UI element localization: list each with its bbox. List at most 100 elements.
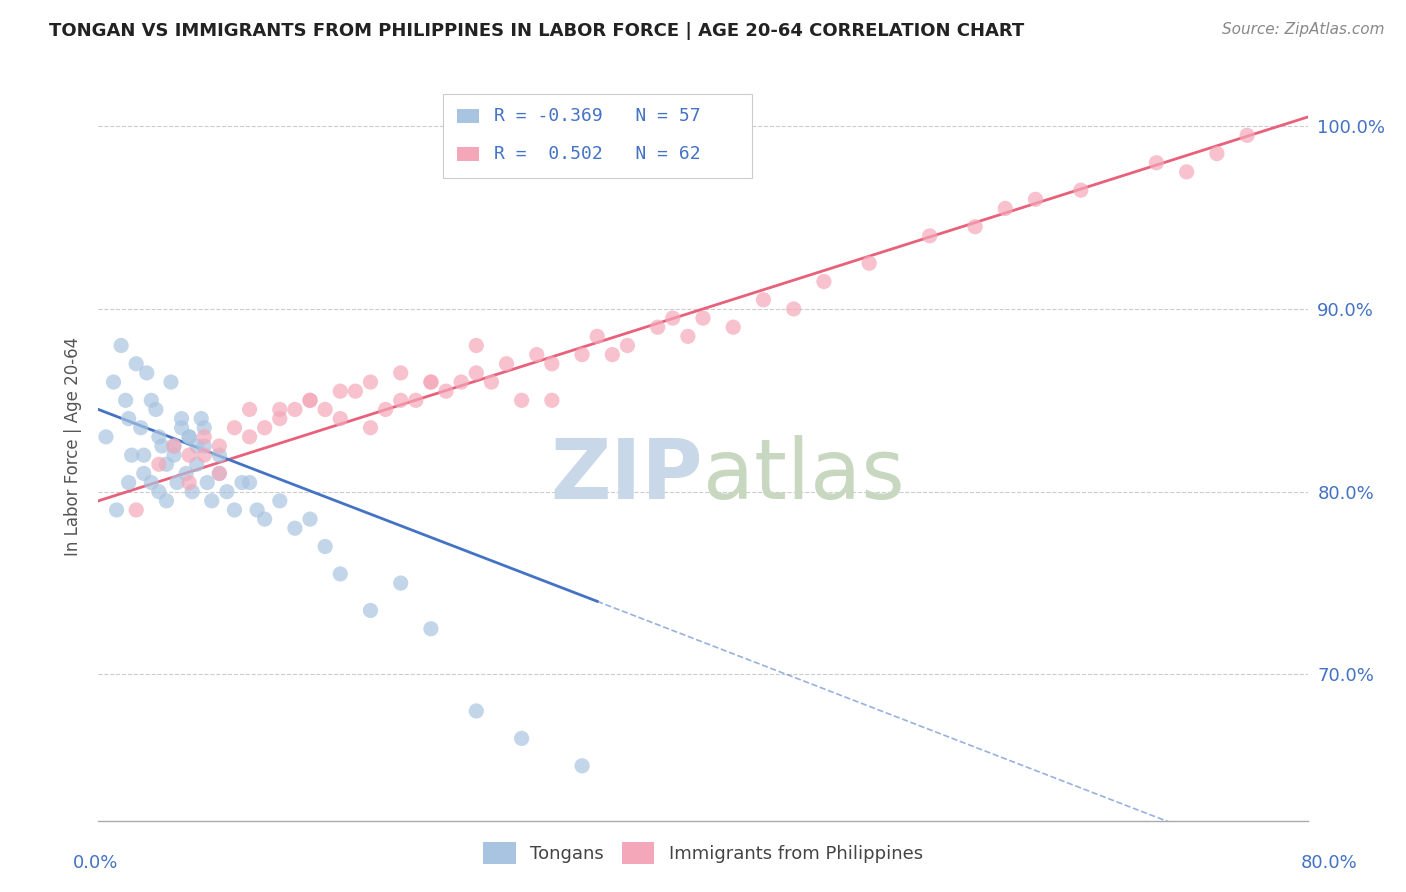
Point <box>813 275 835 289</box>
Point <box>186 457 208 471</box>
Point <box>179 475 201 490</box>
Point <box>129 421 152 435</box>
Point <box>114 393 136 408</box>
Point <box>465 366 488 380</box>
Point <box>571 759 593 773</box>
Point <box>389 366 412 380</box>
Y-axis label: In Labor Force | Age 20-64: In Labor Force | Age 20-64 <box>63 336 82 556</box>
Point <box>163 439 186 453</box>
Point <box>125 503 148 517</box>
Point <box>246 503 269 517</box>
Point <box>208 439 231 453</box>
Point <box>166 475 188 490</box>
Point <box>284 521 307 535</box>
Point <box>141 475 163 490</box>
Point <box>193 439 215 453</box>
Point <box>299 393 322 408</box>
Point <box>195 475 218 490</box>
Point <box>148 484 170 499</box>
Point <box>170 421 193 435</box>
Point <box>495 357 517 371</box>
Point <box>329 411 352 425</box>
Point <box>661 311 683 326</box>
Point <box>344 384 367 399</box>
Point <box>118 475 141 490</box>
Point <box>224 503 246 517</box>
Point <box>103 375 125 389</box>
Point <box>269 493 291 508</box>
Point <box>1024 192 1046 206</box>
Point <box>374 402 396 417</box>
Point <box>1206 146 1229 161</box>
Point <box>676 329 699 343</box>
Point <box>181 484 204 499</box>
Point <box>132 467 155 481</box>
Point <box>918 228 941 243</box>
Point <box>389 576 412 591</box>
Point <box>692 311 714 326</box>
Point <box>540 393 562 408</box>
Point <box>163 448 186 462</box>
Point <box>1236 128 1258 143</box>
Point <box>465 338 488 352</box>
Legend: Tongans, Immigrants from Philippines: Tongans, Immigrants from Philippines <box>475 835 931 871</box>
Point <box>239 430 262 444</box>
Point <box>647 320 669 334</box>
Point <box>420 622 443 636</box>
Point <box>723 320 745 334</box>
Point <box>94 430 117 444</box>
Point <box>526 348 548 362</box>
Point <box>314 402 336 417</box>
Point <box>602 348 624 362</box>
Point <box>465 704 488 718</box>
Point <box>141 393 163 408</box>
Point <box>179 430 201 444</box>
Point <box>1175 165 1198 179</box>
Text: TONGAN VS IMMIGRANTS FROM PHILIPPINES IN LABOR FORCE | AGE 20-64 CORRELATION CHA: TONGAN VS IMMIGRANTS FROM PHILIPPINES IN… <box>49 22 1025 40</box>
Point <box>208 467 231 481</box>
Point <box>389 393 412 408</box>
Text: Source: ZipAtlas.com: Source: ZipAtlas.com <box>1222 22 1385 37</box>
Point <box>186 439 208 453</box>
Point <box>135 366 157 380</box>
Point <box>314 540 336 554</box>
Point <box>118 411 141 425</box>
Point <box>110 338 132 352</box>
Point <box>160 375 183 389</box>
Point <box>132 448 155 462</box>
Point <box>269 402 291 417</box>
Point <box>179 448 201 462</box>
Point <box>201 493 224 508</box>
Point <box>540 357 562 371</box>
Point <box>586 329 609 343</box>
Point <box>329 384 352 399</box>
Point <box>1146 155 1168 169</box>
Text: R =  0.502   N = 62: R = 0.502 N = 62 <box>494 145 700 163</box>
Text: 0.0%: 0.0% <box>73 855 118 872</box>
Point <box>148 457 170 471</box>
Point <box>783 301 806 316</box>
Point <box>193 430 215 444</box>
Point <box>155 457 177 471</box>
Point <box>434 384 457 399</box>
Point <box>145 402 167 417</box>
Point <box>253 512 276 526</box>
Point <box>510 731 533 746</box>
Point <box>420 375 443 389</box>
Point <box>231 475 253 490</box>
Point <box>224 421 246 435</box>
Text: ZIP: ZIP <box>551 435 703 516</box>
Point <box>170 411 193 425</box>
Point <box>193 448 215 462</box>
Point <box>208 448 231 462</box>
Point <box>125 357 148 371</box>
Point <box>994 202 1017 216</box>
Point <box>105 503 128 517</box>
Point <box>190 411 212 425</box>
Point <box>163 439 186 453</box>
Point <box>360 375 382 389</box>
Point <box>148 430 170 444</box>
Point <box>360 421 382 435</box>
Point <box>510 393 533 408</box>
Point <box>571 348 593 362</box>
